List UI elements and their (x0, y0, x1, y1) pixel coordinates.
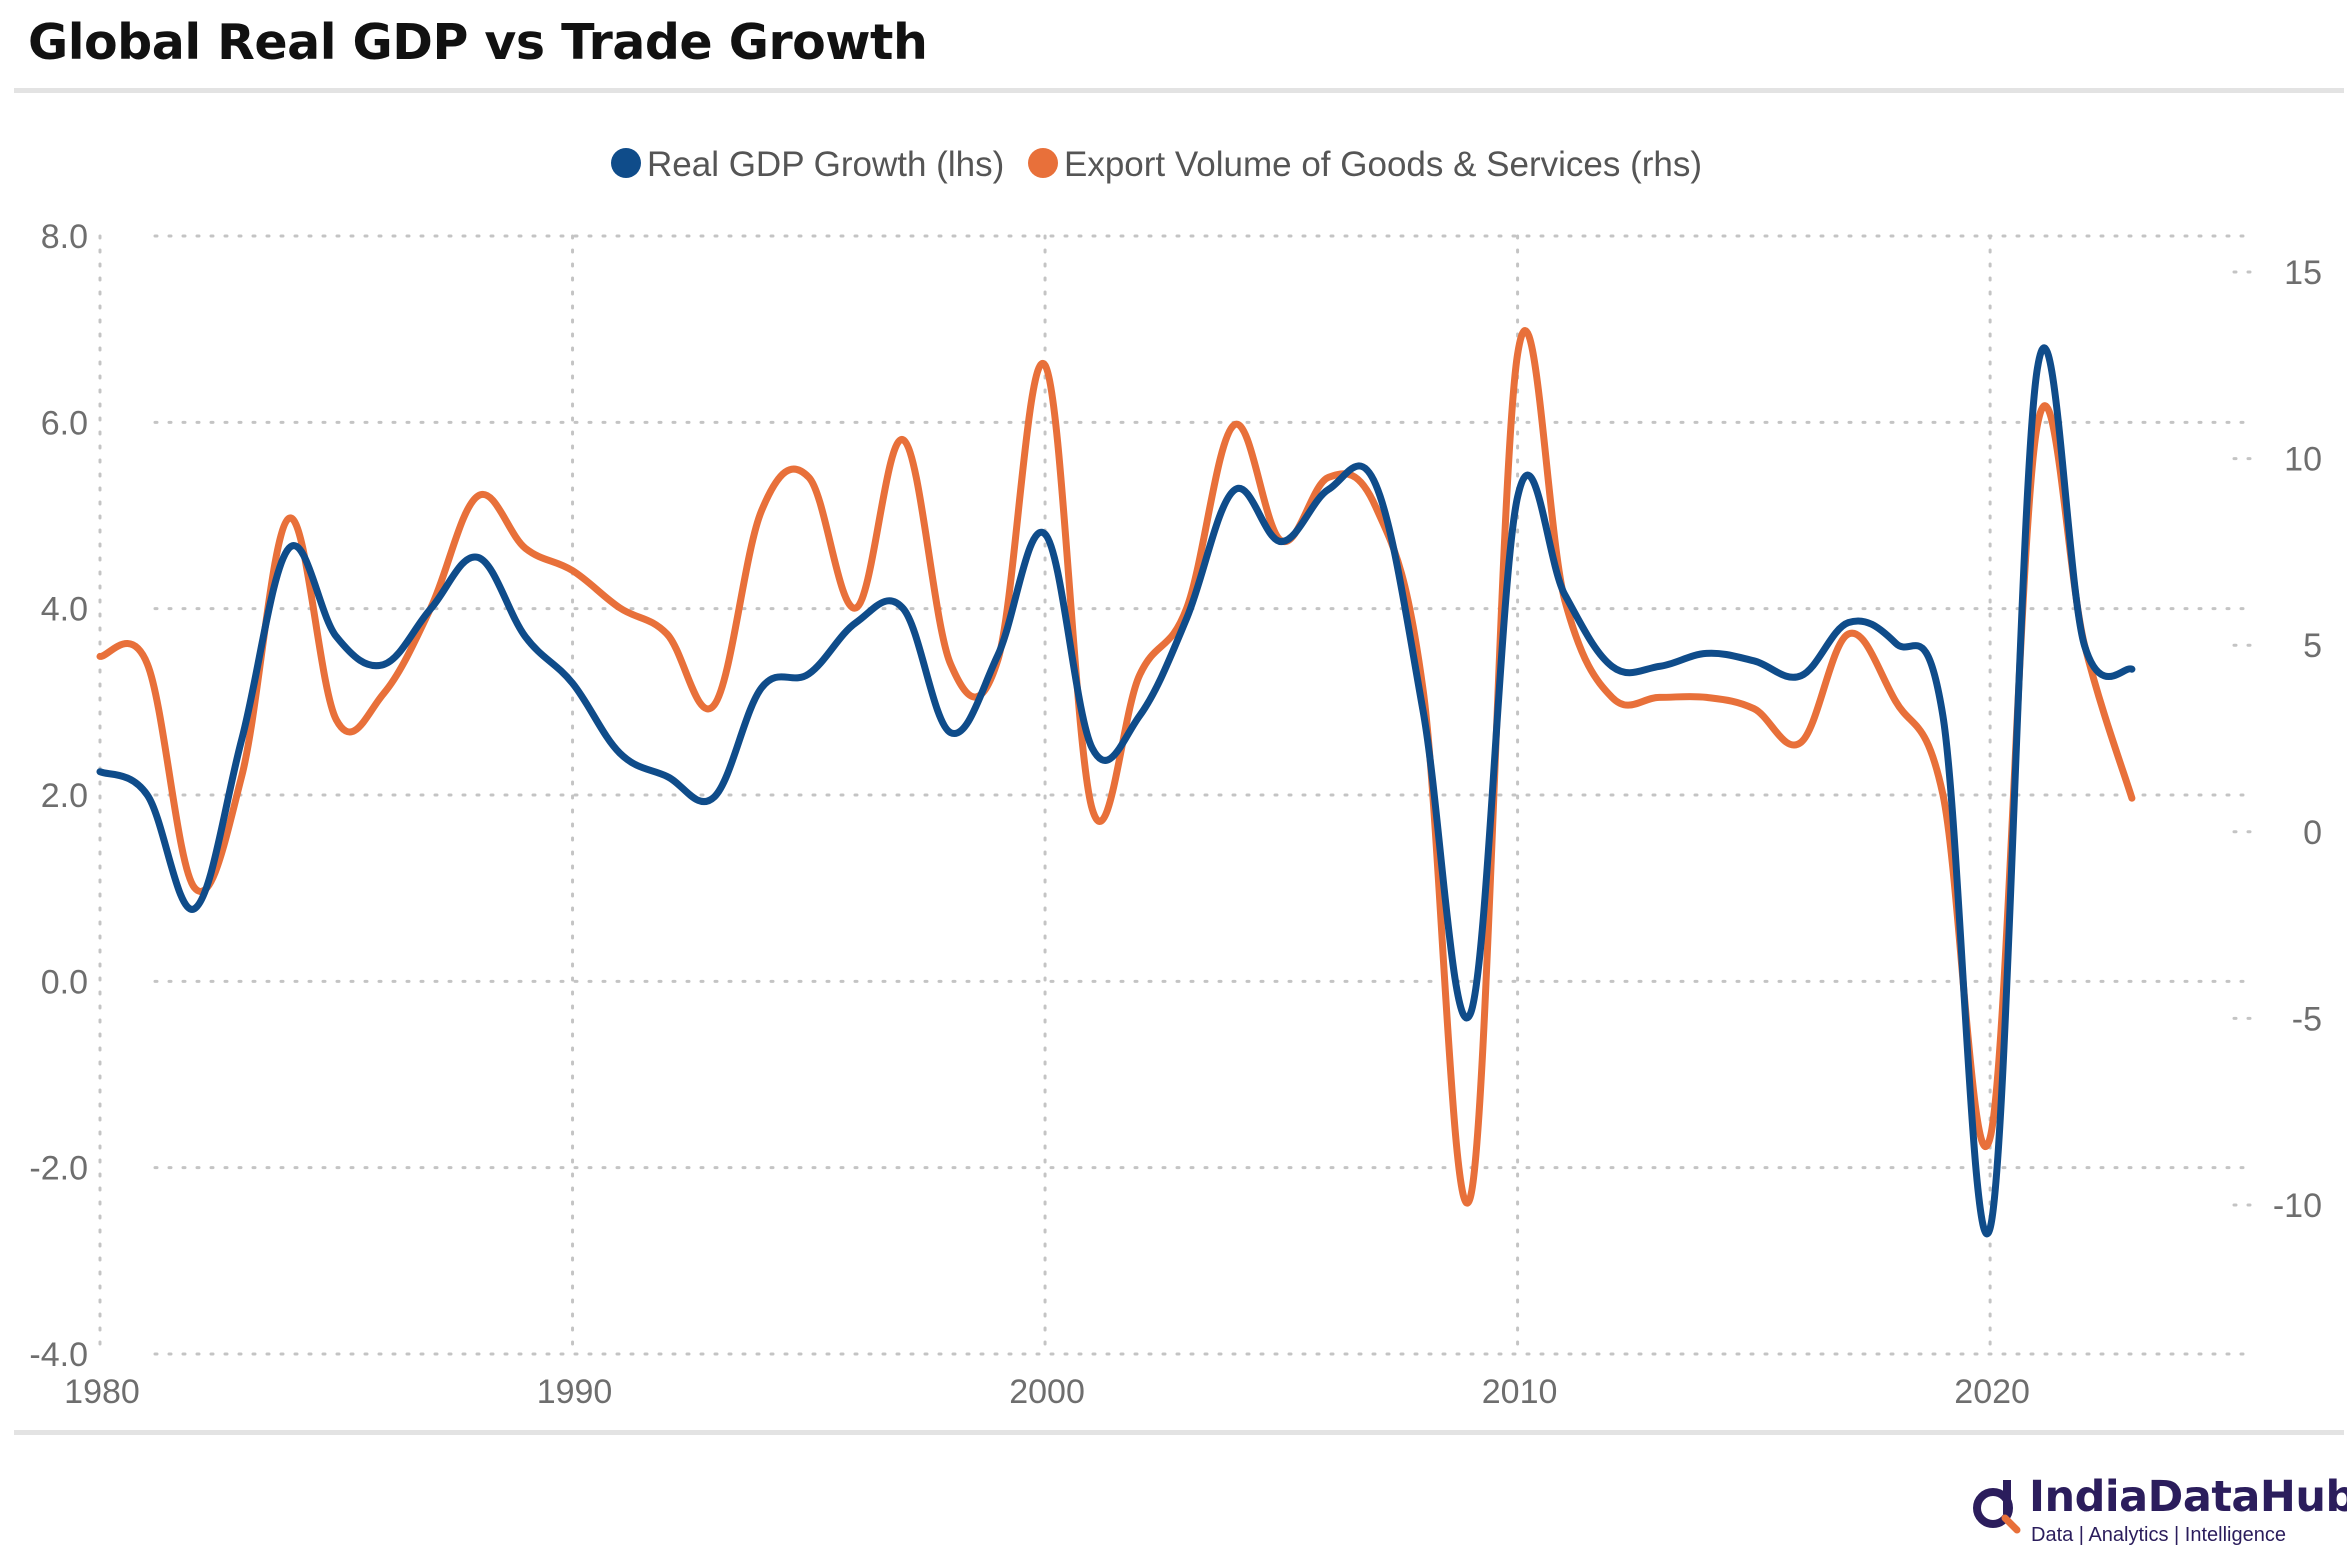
legend-export-label: Export Volume of Goods & Services (rhs) (1064, 145, 1702, 184)
y-left-tick-label: 2.0 (41, 777, 88, 815)
footer-divider (14, 1430, 2344, 1435)
y-right-tick-label: 5 (2303, 627, 2322, 665)
x-axis-ticks: 1980 1990 2000 2010 2020 (64, 1373, 2030, 1411)
legend-gdp-label: Real GDP Growth (lhs) (647, 145, 1004, 184)
y-right-tick-label: 10 (2284, 441, 2322, 479)
y-left-tick-label: -4.0 (29, 1336, 88, 1374)
x-tick-label: 2020 (1954, 1373, 2030, 1411)
y-right-tick-label: 15 (2284, 254, 2322, 292)
y-left-tick-label: 8.0 (41, 218, 88, 256)
y-left-tick-label: 0.0 (41, 963, 88, 1001)
brand-name: IndiaDataHub (2029, 1472, 2347, 1522)
left-axis-ticks: 8.0 6.0 4.0 2.0 0.0 -2.0 -4.0 (29, 218, 88, 1374)
legend-gdp-marker (611, 148, 641, 178)
chart-title: Global Real GDP vs Trade Growth (28, 14, 928, 71)
x-tick-label: 1990 (537, 1373, 613, 1411)
x-tick-label: 2010 (1482, 1373, 1558, 1411)
title-divider (14, 88, 2344, 93)
right-axis-ticks: 15 10 5 0 -5 -10 (2273, 254, 2322, 1225)
indiadatahub-logo-icon (1973, 1480, 2021, 1534)
y-left-tick-label: 4.0 (41, 591, 88, 629)
x-tick-label: 2000 (1009, 1373, 1085, 1411)
x-tick-label: 1980 (64, 1373, 140, 1411)
brand-tagline: Data | Analytics | Intelligence (2031, 1524, 2286, 1546)
gdp-growth-line (96, 344, 2136, 1238)
y-left-tick-label: -2.0 (29, 1150, 88, 1188)
series-lines (96, 327, 2136, 1238)
legend-export-marker (1028, 148, 1058, 178)
brand-logo[interactable]: IndiaDataHub Data | Analytics | Intellig… (1971, 1468, 2347, 1548)
y-left-tick-label: 6.0 (41, 404, 88, 442)
y-right-tick-label: -10 (2273, 1187, 2322, 1225)
y-right-tick-label: 0 (2303, 814, 2322, 852)
export-volume-line (96, 327, 2136, 1207)
y-right-tick-label: -5 (2292, 1000, 2322, 1038)
legend: Real GDP Growth (lhs) Export Volume of Go… (611, 145, 1702, 184)
grid-lines (98, 234, 2256, 1356)
